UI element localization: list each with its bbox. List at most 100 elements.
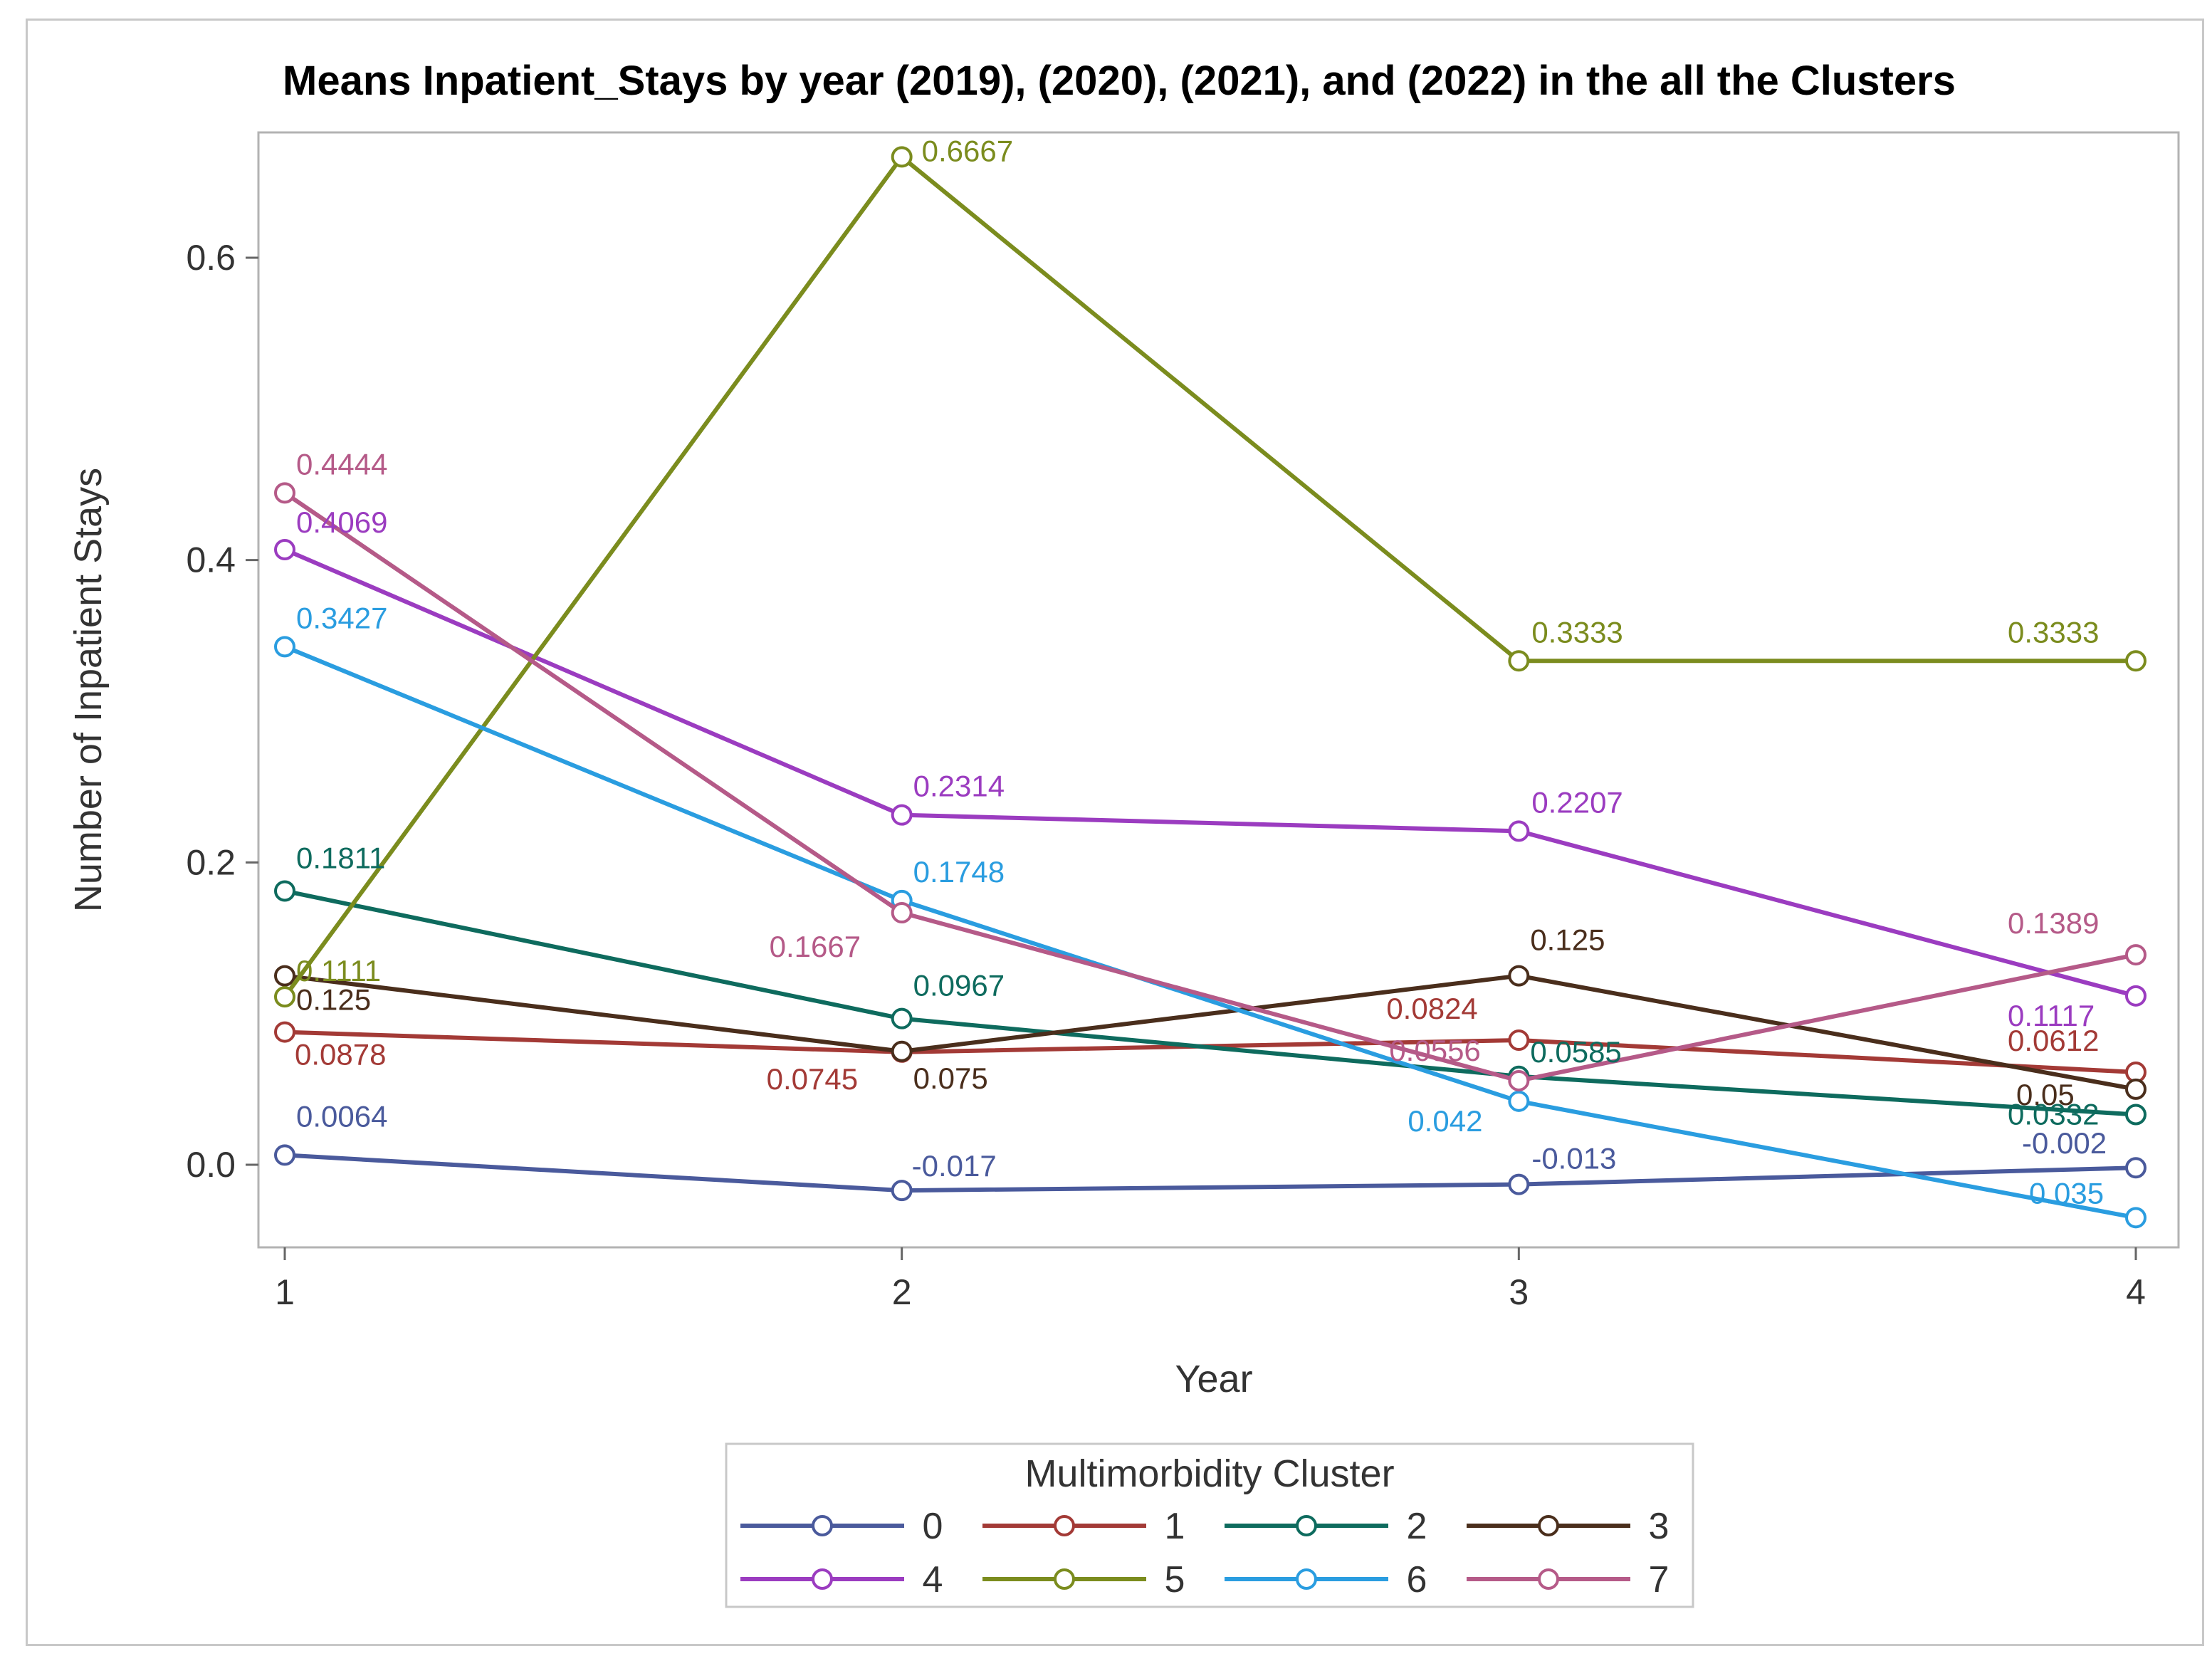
data-point: [2125, 1157, 2147, 1179]
legend-label: 4: [923, 1559, 943, 1600]
data-point: [1508, 1173, 1530, 1195]
legend-item-0: 0: [740, 1506, 943, 1547]
series-line-0: [284, 1153, 2137, 1193]
plot-area: [257, 131, 2180, 1249]
data-point: [1508, 1069, 1530, 1091]
data-point: [1508, 1090, 1530, 1112]
data-label: 0.125: [296, 983, 371, 1017]
x-tick-label: 4: [2126, 1272, 2146, 1312]
legend-label: 0: [923, 1506, 943, 1547]
series-7: [274, 482, 2147, 1091]
legend-label: 5: [1165, 1559, 1185, 1600]
data-label: 0.0064: [296, 1099, 387, 1133]
series-line-6: [283, 644, 2137, 1220]
series-3: [274, 965, 2147, 1100]
series-line-5: [283, 154, 2136, 998]
data-label: -0.017: [912, 1149, 997, 1183]
chart-title: Means Inpatient_Stays by year (2019), (2…: [283, 58, 1956, 104]
data-label: 0.075: [913, 1062, 988, 1095]
y-tick-label: 0.2: [186, 842, 236, 882]
legend-swatch-marker: [812, 1568, 833, 1590]
data-point: [274, 539, 295, 561]
data-label: -0.013: [1531, 1142, 1616, 1175]
data-label: 0.3333: [2008, 615, 2099, 649]
data-point: [891, 804, 913, 826]
legend-title: Multimorbidity Cluster: [1024, 1452, 1394, 1495]
legend-item-7: 7: [1467, 1559, 1669, 1600]
data-label: 0.1111: [296, 954, 381, 987]
series-layer: [274, 146, 2147, 1229]
x-tick-label: 3: [1509, 1272, 1529, 1312]
data-point: [2125, 985, 2147, 1007]
data-point: [2125, 1104, 2147, 1126]
data-label: 0.2207: [1531, 785, 1623, 819]
legend-swatch-marker: [1538, 1515, 1559, 1536]
legend-item-6: 6: [1225, 1559, 1427, 1600]
series-line-7: [283, 491, 2137, 1083]
legend-label: 6: [1407, 1559, 1427, 1600]
legend-label: 1: [1165, 1506, 1185, 1547]
data-label: 0.4444: [296, 447, 387, 481]
data-label: 0.1811: [296, 841, 385, 874]
data-point: [1508, 820, 1530, 842]
y-tick-label: 0.4: [186, 540, 236, 580]
legend-item-5: 5: [982, 1559, 1185, 1600]
legend-label: 2: [1407, 1506, 1427, 1547]
legend-item-4: 4: [740, 1559, 943, 1600]
data-point: [274, 636, 295, 658]
data-label: 0.042: [1408, 1104, 1482, 1138]
data-label: 0.0878: [295, 1038, 386, 1071]
data-point: [891, 1180, 913, 1202]
data-label: 0.2314: [913, 770, 1005, 803]
data-point: [274, 880, 295, 902]
y-axis: 0.0 0.2 0.4 0.6: [186, 238, 258, 1185]
legend-label: 3: [1649, 1506, 1670, 1547]
data-point: [891, 1040, 913, 1062]
data-point: [274, 965, 295, 987]
data-point: [891, 902, 913, 924]
data-label: 0.0332: [2008, 1098, 2099, 1131]
data-point: [1508, 650, 1530, 672]
legend-swatch-marker: [812, 1515, 833, 1536]
legend-items: 0 1 2 3 4 5 6 7: [740, 1506, 1669, 1600]
data-point: [891, 146, 913, 168]
legend-swatch-marker: [1054, 1515, 1075, 1536]
data-point: [274, 482, 295, 504]
data-point: [2125, 944, 2147, 966]
legend-item-3: 3: [1467, 1506, 1669, 1547]
data-label-layer: 0.0064 -0.017 -0.013 -0.002 0.0878 0.0745 0.08…: [295, 134, 2107, 1210]
legend-swatch-marker: [1296, 1515, 1317, 1536]
series-0: [274, 1144, 2147, 1202]
legend-item-1: 1: [982, 1506, 1185, 1547]
data-label: 0.05: [2016, 1078, 2075, 1111]
series-5: [274, 146, 2147, 1008]
data-label: 0.0612: [2008, 1024, 2099, 1057]
data-label: 0.0967: [913, 969, 1005, 1002]
legend-swatch-marker: [1054, 1568, 1075, 1590]
data-label: 0.1748: [913, 855, 1005, 889]
data-point: [2125, 1078, 2147, 1100]
data-label: 0.4069: [296, 505, 387, 539]
legend-swatch-marker: [1296, 1568, 1317, 1590]
data-label: 0.3427: [296, 601, 387, 634]
data-label: 0.3333: [1531, 615, 1623, 649]
data-point: [274, 1021, 295, 1043]
data-point: [274, 986, 295, 1008]
data-point: [1508, 1029, 1530, 1052]
x-axis-label: Year: [1175, 1358, 1252, 1400]
data-point: [2125, 650, 2147, 672]
data-point: [2125, 1207, 2147, 1229]
legend-item-2: 2: [1225, 1506, 1427, 1547]
series-6: [274, 636, 2147, 1229]
series-line-3: [284, 973, 2137, 1091]
y-axis-label: Number of Inpatient Stays: [67, 468, 110, 912]
data-label: 0.0585: [1530, 1035, 1621, 1069]
data-label: 0.6667: [922, 134, 1013, 167]
data-label: 0.1389: [2008, 906, 2099, 940]
legend-swatch-marker: [1538, 1568, 1559, 1590]
data-label: 0.0745: [767, 1062, 858, 1096]
x-tick-label: 1: [275, 1272, 295, 1312]
legend-label: 7: [1649, 1559, 1670, 1600]
y-tick-label: 0.6: [186, 238, 236, 278]
